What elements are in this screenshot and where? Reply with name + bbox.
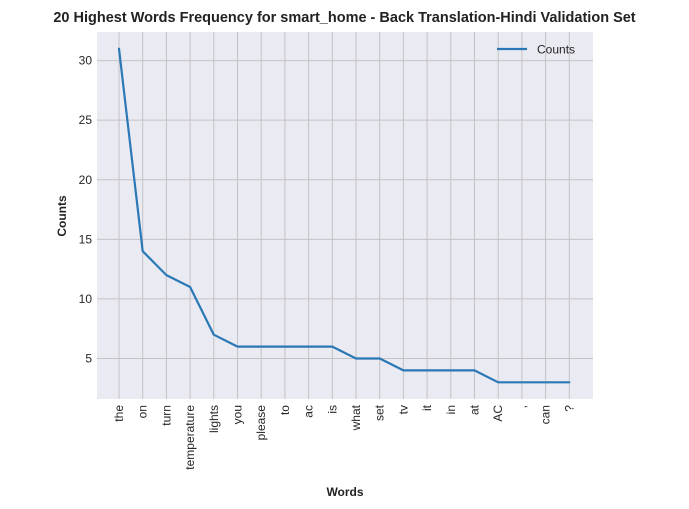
x-tick-label: please [254,405,268,441]
x-tick-label: on [136,405,150,418]
series-line-counts [117,47,571,384]
x-tick-label: AC [491,405,505,422]
y-tick-label: 20 [79,173,93,187]
x-tick-label: ac [302,405,316,418]
chart-title: 20 Highest Words Frequency for smart_hom… [53,10,635,26]
x-tick-label: the [112,405,126,422]
y-tick-label: 30 [79,54,93,68]
y-tick-label: 5 [85,351,92,365]
legend-label-counts: Counts [537,43,575,57]
x-tick-label: lights [207,405,221,433]
y-gridlines [97,60,593,359]
x-tick-label: can [539,405,553,424]
x-tick-label: you [231,405,245,424]
plot-area [97,32,593,399]
y-tick-label: 25 [79,113,93,127]
x-tick-label: at [468,404,482,415]
y-tick-label: 15 [79,232,93,246]
legend: Counts [497,43,575,57]
x-tick-label: is [325,405,339,414]
x-tick-label: what [349,404,363,431]
y-tick-labels: 5 10 15 20 25 30 [79,54,93,366]
x-tick-label: it [420,404,434,411]
x-tick-label: , [515,405,529,408]
x-tick-label: ? [562,405,576,412]
y-axis-label: Counts [55,195,69,237]
y-tick-label: 10 [79,292,93,306]
x-tick-label: to [278,405,292,415]
x-tick-label: in [444,405,458,414]
x-tick-label: turn [159,405,173,426]
x-tick-labels: the on turn temperature lights you please to ac i… [112,404,576,469]
x-tick-label: tv [396,405,410,414]
x-gridlines [118,32,570,399]
x-tick-label: temperature [183,405,197,470]
x-tick-label: set [373,404,387,421]
x-axis-label: Words [326,485,363,499]
